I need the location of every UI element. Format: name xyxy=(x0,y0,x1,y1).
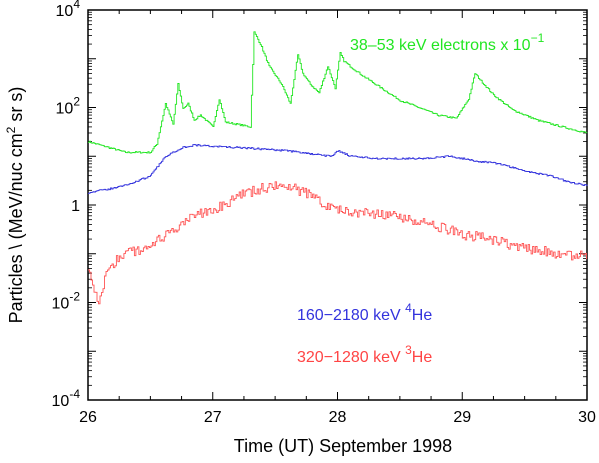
y-axis-title: Particles \ (MeV/nuc cm2 sr s) xyxy=(4,87,26,324)
series-line-1 xyxy=(88,143,588,194)
x-tick-label: 28 xyxy=(329,409,347,426)
x-tick-label: 29 xyxy=(453,409,471,426)
x-tick-labels: 26 27 28 29 30 xyxy=(79,409,596,426)
x-tick-label: 27 xyxy=(204,409,222,426)
legend-electrons: 38–53 keV electrons x 10−1 xyxy=(350,31,545,54)
x-tick-label: 26 xyxy=(79,409,97,426)
y-tick-labels: 104 102 1 10-2 10-4 xyxy=(52,0,81,410)
legend-he3: 320−1280 keV 3He xyxy=(297,343,432,366)
y-tick-label: 102 xyxy=(56,95,81,118)
axis-ticks xyxy=(87,9,588,401)
legend-he3-mass: 3 xyxy=(405,343,412,357)
legend-electrons-exp: −1 xyxy=(531,31,545,45)
plot-area xyxy=(87,9,588,401)
legend-he4-text: 160−2180 keV xyxy=(297,307,405,324)
legend-he4: 160−2180 keV 4He xyxy=(297,301,432,324)
legend-electrons-text: 38–53 keV electrons x 10 xyxy=(350,37,531,54)
y-tick-label: 10-4 xyxy=(52,387,81,410)
x-tick-label: 30 xyxy=(578,409,596,426)
legend-he3-text: 320−1280 keV xyxy=(297,349,405,366)
x-axis-title: Time (UT) September 1998 xyxy=(234,436,452,456)
y-tick-label: 1 xyxy=(71,198,80,215)
y-axis-title-exp: 2 xyxy=(4,126,18,133)
legend-he4-mass: 4 xyxy=(405,301,412,315)
legend-he4-elem: He xyxy=(412,307,433,324)
legend-he3-elem: He xyxy=(412,349,433,366)
y-axis-title-units: sr s) xyxy=(6,87,26,127)
y-tick-label: 104 xyxy=(56,0,81,20)
y-axis-title-main: Particles \ (MeV/nuc cm xyxy=(6,133,26,323)
series-line-2 xyxy=(88,181,587,305)
series-line-0 xyxy=(88,31,588,154)
y-tick-label: 10-2 xyxy=(52,290,81,313)
series-layer xyxy=(88,31,588,305)
